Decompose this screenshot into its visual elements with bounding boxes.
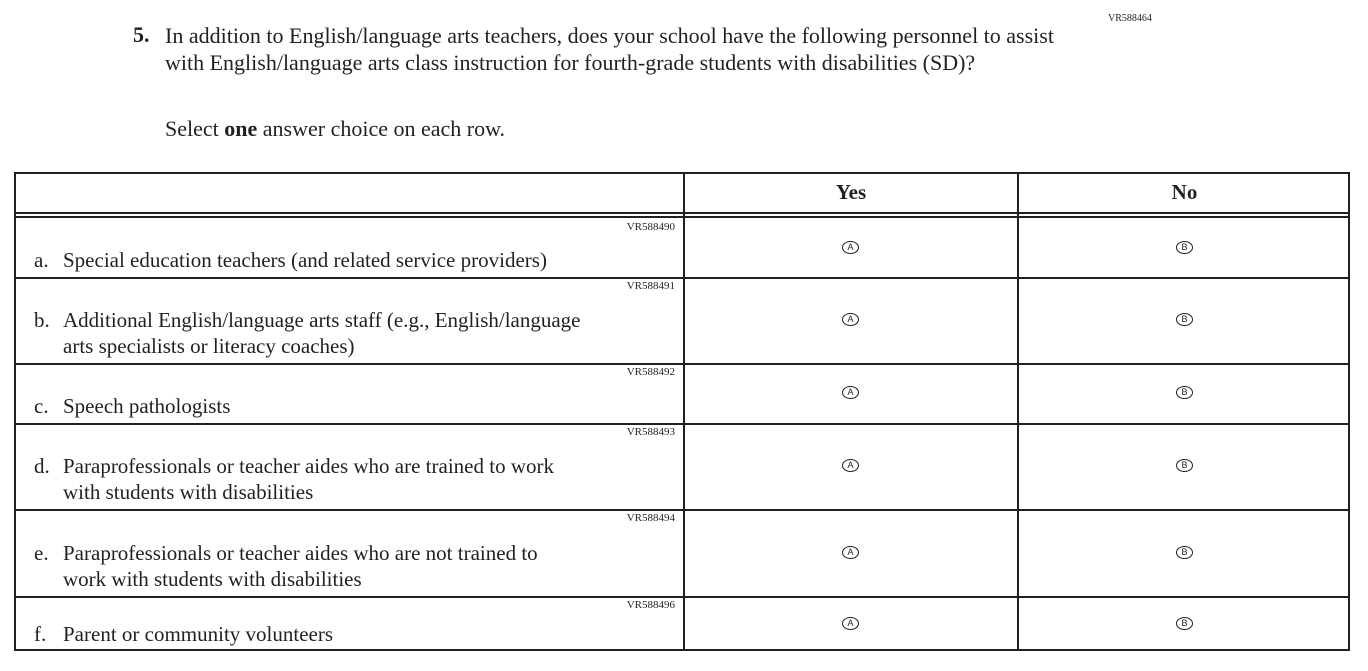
radio-no[interactable]: B — [1176, 240, 1193, 254]
instruction-text: answer choice on each row. — [257, 116, 506, 141]
item-id: VR588491 — [626, 280, 675, 292]
item-label: d. Paraprofessionals or teacher aides who… — [34, 453, 684, 505]
radio-no[interactable]: B — [1176, 616, 1193, 630]
instruction-text: Select — [165, 116, 225, 141]
instruction-emphasis: one — [224, 116, 258, 141]
item-id: VR588496 — [626, 599, 675, 611]
item-letter: e. — [34, 541, 49, 565]
radio-no[interactable]: B — [1176, 459, 1193, 472]
radio-no[interactable]: B — [1176, 545, 1193, 559]
item-letter: d. — [34, 454, 50, 478]
radio-yes[interactable]: A — [842, 313, 859, 326]
column-divider — [1017, 174, 1019, 649]
item-label: b. Additional English/language arts staff… — [34, 307, 684, 359]
table-row: VR588496 f. Parent or community volunteer… — [16, 596, 1348, 651]
radio-no[interactable]: B — [1176, 313, 1193, 326]
question-number: 5. — [133, 22, 150, 47]
radio-no[interactable]: B — [1176, 386, 1193, 399]
header-divider — [16, 212, 1348, 214]
table-row: VR588490 a. Special education teachers (a… — [16, 218, 1348, 279]
table-row: VR588492 c. Speech pathologists A B — [16, 363, 1348, 425]
item-text: Paraprofessionals or teacher aides who a… — [63, 541, 538, 565]
item-letter: c. — [34, 394, 49, 418]
item-label: c. Speech pathologists — [34, 393, 684, 419]
question-id: VR588464 — [1108, 13, 1152, 24]
instruction: Select one answer choice on each row. — [165, 116, 505, 142]
radio-yes[interactable]: A — [842, 240, 859, 254]
item-label: f. Parent or community volunteers — [34, 621, 684, 647]
item-id: VR588492 — [626, 366, 675, 378]
table-row: VR588491 b. Additional English/language a… — [16, 277, 1348, 365]
item-text-cont: arts specialists or literacy coaches) — [63, 334, 355, 358]
column-header-no: No — [1171, 180, 1198, 204]
item-text: Additional English/language arts staff (… — [63, 308, 581, 332]
item-label: e. Paraprofessionals or teacher aides who… — [34, 540, 684, 592]
column-header-yes: Yes — [835, 180, 867, 204]
question-text: In addition to English/language arts tea… — [165, 23, 1054, 75]
answer-table: Yes No VR588490 a. Special education teac… — [14, 172, 1350, 651]
item-letter: f. — [34, 622, 47, 646]
item-label: a. Special education teachers (and relate… — [34, 247, 684, 273]
item-id: VR588494 — [626, 512, 675, 524]
radio-yes[interactable]: A — [842, 545, 859, 559]
radio-yes[interactable]: A — [842, 459, 859, 472]
item-id: VR588490 — [626, 221, 675, 233]
table-row: VR588494 e. Paraprofessionals or teacher … — [16, 509, 1348, 598]
item-text-cont: with students with disabilities — [63, 480, 314, 504]
item-text: Speech pathologists — [63, 394, 231, 418]
item-id: VR588493 — [626, 426, 675, 438]
radio-yes[interactable]: A — [842, 616, 859, 630]
radio-yes[interactable]: A — [842, 386, 859, 399]
item-text-cont: work with students with disabilities — [63, 567, 362, 591]
item-text: Parent or community volunteers — [63, 622, 334, 646]
column-divider — [683, 174, 685, 649]
item-text: Special education teachers (and related … — [63, 248, 547, 272]
item-letter: a. — [34, 248, 49, 272]
header-divider — [16, 216, 1348, 218]
item-text: Paraprofessionals or teacher aides who a… — [63, 454, 554, 478]
item-letter: b. — [34, 308, 50, 332]
table-row: VR588493 d. Paraprofessionals or teacher … — [16, 423, 1348, 511]
